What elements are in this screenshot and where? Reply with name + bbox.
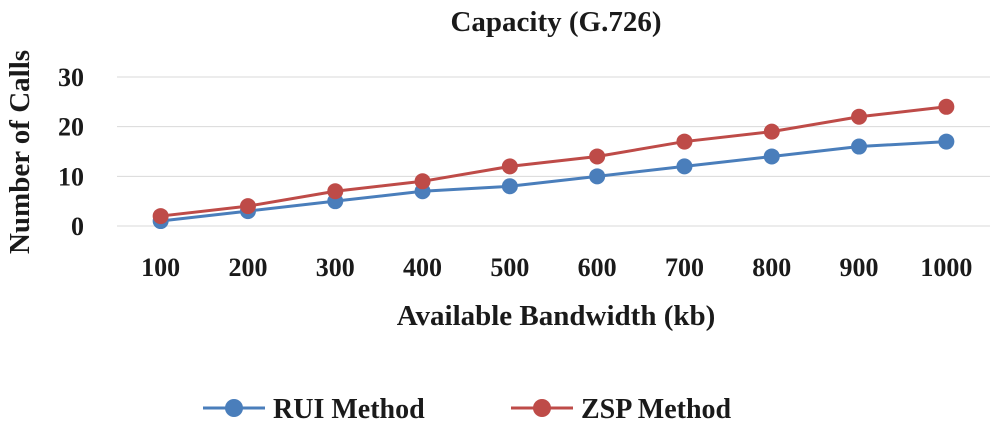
legend-item: ZSP Method bbox=[511, 394, 732, 422]
data-point bbox=[763, 123, 780, 140]
data-point bbox=[152, 208, 169, 225]
y-axis-label: Number of Calls bbox=[4, 50, 36, 254]
legend-swatch-marker bbox=[533, 399, 551, 417]
series-line bbox=[160, 105, 947, 218]
series-1 bbox=[152, 133, 955, 230]
x-tick-label: 900 bbox=[840, 253, 879, 282]
x-axis-label: Available Bandwidth (kb) bbox=[397, 300, 716, 332]
y-tick-label: 20 bbox=[58, 113, 84, 142]
data-point bbox=[589, 148, 606, 165]
y-tick-label: 10 bbox=[58, 162, 84, 191]
data-point bbox=[676, 158, 693, 175]
data-point bbox=[589, 168, 606, 185]
x-tick-label: 200 bbox=[228, 253, 267, 282]
data-point bbox=[676, 133, 693, 150]
data-point bbox=[239, 198, 256, 215]
data-point bbox=[763, 148, 780, 165]
data-point bbox=[851, 138, 868, 155]
data-point bbox=[414, 173, 431, 190]
legend-label: ZSP Method bbox=[581, 394, 732, 422]
series-line bbox=[160, 140, 947, 223]
x-tick-label: 100 bbox=[141, 253, 180, 282]
data-point bbox=[851, 108, 868, 125]
data-point bbox=[938, 98, 955, 115]
y-tick-label: 30 bbox=[58, 63, 84, 92]
chart-title: Capacity (G.726) bbox=[450, 6, 661, 38]
x-tick-label: 1000 bbox=[920, 253, 972, 282]
y-tick-label: 0 bbox=[71, 212, 84, 241]
legend: RUI Method ZSP Method bbox=[203, 394, 732, 422]
data-point bbox=[327, 183, 344, 200]
series-2 bbox=[152, 98, 955, 225]
legend-swatch-marker bbox=[225, 399, 243, 417]
x-tick-label: 700 bbox=[665, 253, 704, 282]
legend-item: RUI Method bbox=[203, 394, 425, 422]
x-tick-label: 300 bbox=[316, 253, 355, 282]
data-point bbox=[938, 133, 955, 150]
data-point bbox=[501, 158, 518, 175]
x-tick-label: 400 bbox=[403, 253, 442, 282]
x-tick-label: 500 bbox=[490, 253, 529, 282]
data-point bbox=[501, 178, 518, 195]
legend-label: RUI Method bbox=[273, 394, 425, 422]
x-tick-label: 800 bbox=[752, 253, 791, 282]
x-tick-label: 600 bbox=[578, 253, 617, 282]
